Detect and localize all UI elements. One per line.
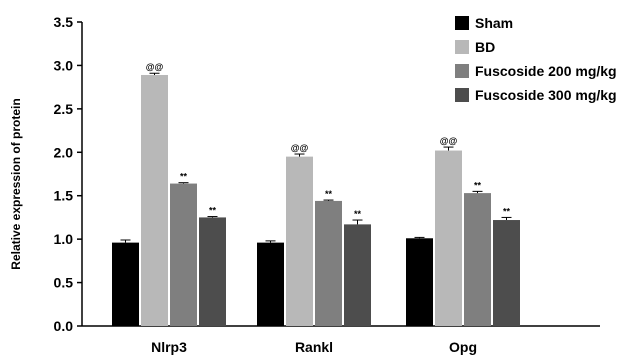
legend-swatch	[455, 64, 469, 78]
y-tick-label: 3.5	[54, 14, 74, 30]
bar	[112, 242, 139, 326]
bar-groups: @@ ** ** @@ ** ** @@ ** **	[112, 62, 520, 327]
legend-swatch	[455, 16, 469, 30]
legend-label: Fuscoside 200 mg/kg	[475, 63, 617, 79]
y-tick-label: 0.0	[54, 318, 74, 334]
bar	[199, 217, 226, 326]
bar	[257, 242, 284, 326]
bar	[406, 238, 433, 326]
bar	[435, 150, 462, 326]
significance-marker: **	[474, 180, 482, 190]
bar	[315, 200, 342, 326]
x-tick-label: Nlrp3	[151, 339, 187, 355]
y-tick-label: 2.0	[54, 144, 74, 160]
legend-swatch	[455, 40, 469, 54]
x-tick-label: Rankl	[295, 339, 333, 355]
bar-group: @@ ** **	[406, 136, 520, 326]
significance-marker: **	[503, 206, 511, 216]
significance-marker: **	[354, 209, 362, 219]
x-axis: Nlrp3 Rankl Opg	[82, 325, 600, 355]
y-tick-label: 1.5	[54, 188, 74, 204]
significance-marker: **	[209, 206, 217, 216]
y-tick-label: 1.0	[54, 231, 74, 247]
legend-label: Sham	[475, 15, 513, 31]
legend-item: BD	[455, 39, 495, 55]
significance-marker: @@	[291, 143, 309, 153]
legend-item: Fuscoside 300 mg/kg	[455, 87, 617, 103]
legend-item: Sham	[455, 15, 513, 31]
bar	[170, 183, 197, 326]
bar	[464, 193, 491, 326]
legend: Sham BD Fuscoside 200 mg/kg Fuscoside 300 m…	[455, 15, 617, 103]
bar-group: @@ ** **	[112, 62, 226, 327]
significance-marker: **	[325, 189, 333, 199]
bar-group: @@ ** **	[257, 143, 371, 326]
legend-swatch	[455, 88, 469, 102]
legend-label: Fuscoside 300 mg/kg	[475, 87, 617, 103]
y-axis: 0.0 0.5 1.0 1.5 2.0 2.5 3.0 3.5	[54, 14, 83, 334]
significance-marker: @@	[440, 136, 458, 146]
bar	[286, 156, 313, 326]
bar	[141, 74, 168, 327]
x-tick-label: Opg	[449, 339, 477, 355]
legend-label: BD	[475, 39, 495, 55]
y-tick-label: 3.0	[54, 57, 74, 73]
bar	[493, 220, 520, 326]
y-axis-label: Relative expression of protein	[9, 98, 23, 269]
y-tick-label: 2.5	[54, 101, 74, 117]
y-tick-label: 0.5	[54, 275, 74, 291]
significance-marker: @@	[146, 62, 164, 72]
significance-marker: **	[180, 172, 188, 182]
legend-item: Fuscoside 200 mg/kg	[455, 63, 617, 79]
bar	[344, 224, 371, 326]
